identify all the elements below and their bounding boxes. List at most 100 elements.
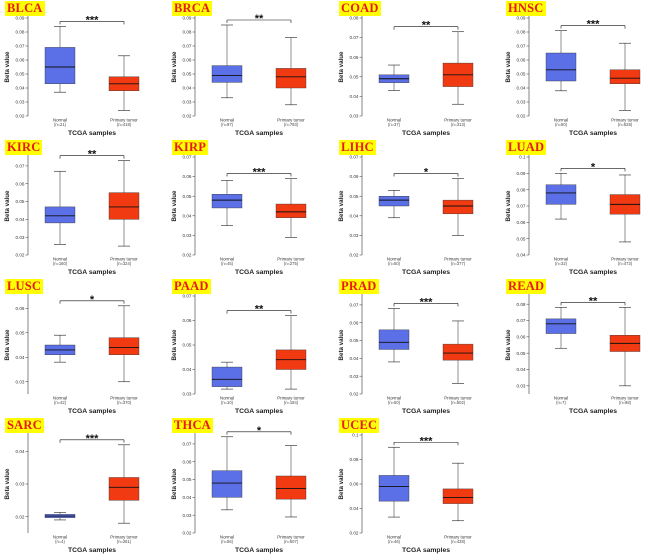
y-tick-label: 0.03 — [16, 235, 25, 240]
y-axis-label: Beta value — [338, 329, 345, 361]
sample-count-label: (n=32) — [555, 261, 568, 266]
category-label: Primary tumor — [277, 396, 305, 401]
y-tick-label: 0.06 — [350, 174, 359, 179]
y-tick-label: 0.06 — [183, 58, 192, 63]
y-axis-label: Beta value — [338, 190, 345, 222]
y-tick-label: 0.03 — [16, 482, 25, 487]
sample-count-label: (n=438) — [451, 539, 466, 544]
y-tick-label: 0.04 — [16, 449, 25, 454]
y-tick-label: 0.03 — [183, 233, 192, 238]
chart-panel-sarc: 0.02 0.03 0.04 Beta value Normal (n=4) Primary… — [0, 417, 167, 556]
box-primary-tumor — [442, 199, 474, 215]
y-tick-label: 0.04 — [183, 213, 192, 218]
significance-stars: *** — [587, 19, 601, 31]
y-tick-label: 0.08 — [350, 457, 359, 462]
y-tick-label: 0.02 — [16, 253, 25, 258]
cancer-type-label: LUAD — [506, 140, 547, 155]
significance-stars: *** — [420, 435, 434, 447]
y-tick-label: 0.02 — [183, 114, 192, 119]
y-tick-label: 0.02 — [16, 514, 25, 519]
category-label: Primary tumor — [110, 118, 138, 123]
significance-stars: ** — [422, 20, 431, 32]
y-axis-label: Beta value — [171, 51, 178, 83]
x-axis-label: TCGA samples — [68, 547, 116, 554]
category-label: Normal — [387, 118, 401, 123]
x-axis-label: TCGA samples — [235, 547, 283, 554]
sample-count-label: (n=50) — [388, 261, 401, 266]
y-tick-label: 0.05 — [517, 236, 526, 241]
sample-count-label: (n=56) — [221, 539, 234, 544]
sample-count-label: (n=313) — [451, 122, 466, 127]
y-tick-label: 0.04 — [183, 86, 192, 91]
y-tick-label: 0.05 — [517, 351, 526, 356]
category-label: Primary tumor — [110, 396, 138, 401]
chart-panel-prad: 0.02 0.03 0.04 0.05 0.06 0.07 Beta value Normal… — [334, 278, 501, 417]
significance-stars: * — [591, 161, 596, 173]
y-tick-label: 0.06 — [16, 181, 25, 186]
y-tick-label: 0.04 — [517, 253, 526, 258]
x-axis-label: TCGA samples — [68, 269, 116, 276]
box-primary-tumor — [108, 477, 140, 501]
y-tick-label: 0.04 — [350, 94, 359, 99]
x-axis-label: TCGA samples — [569, 269, 617, 276]
chart-svg: 0.02 0.03 0.04 0.05 0.06 0.07 Beta value Normal… — [4, 149, 140, 276]
category-label: Normal — [53, 118, 67, 123]
y-tick-label: 0.07 — [350, 35, 359, 40]
y-tick-label: 0.07 — [16, 44, 25, 49]
y-tick-label: 0.05 — [183, 477, 192, 482]
category-label: Normal — [220, 535, 234, 540]
y-tick-label: 0.08 — [517, 187, 526, 192]
sample-count-label: (n=793) — [284, 122, 299, 127]
cancer-type-label: BLCA — [5, 1, 45, 16]
cancer-type-label: BRCA — [172, 1, 213, 16]
sample-count-label: (n=45) — [221, 261, 234, 266]
box-normal — [545, 52, 577, 82]
sample-count-label: (n=528) — [618, 122, 633, 127]
chart-panel-read: 0.03 0.04 0.05 0.06 0.07 0.08 Beta value Normal… — [501, 278, 668, 417]
y-tick-label: 0.05 — [183, 194, 192, 199]
category-label: Primary tumor — [277, 118, 305, 123]
box-normal — [545, 318, 577, 334]
sample-count-label: (n=502) — [451, 400, 466, 405]
chart-svg: 0.03 0.04 0.05 0.06 Beta value Normal(n=42) Pr… — [4, 294, 140, 415]
y-tick-label: 0.1 — [519, 155, 526, 160]
y-tick-label: 0.07 — [350, 155, 359, 160]
chart-panel-brca: 0.02 0.03 0.04 0.05 0.06 0.07 0.08 0.09 Beta val… — [167, 0, 334, 139]
y-tick-label: 0.02 — [183, 253, 192, 258]
y-tick-label: 0.04 — [350, 356, 359, 361]
y-tick-label: 0.03 — [350, 114, 359, 119]
y-axis-label: Beta value — [4, 468, 11, 500]
y-tick-label: 0.08 — [350, 16, 359, 21]
y-axis-label: Beta value — [171, 190, 178, 222]
significance-stars: *** — [86, 14, 100, 26]
y-tick-label: 0.03 — [517, 100, 526, 105]
y-tick-label: 0.06 — [350, 55, 359, 60]
y-tick-label: 0.04 — [183, 367, 192, 372]
chart-panel-coad: 0.03 0.04 0.05 0.06 0.07 0.08 Beta value Normal… — [334, 0, 501, 139]
box-normal — [545, 184, 577, 205]
sample-count-label: (n=473) — [618, 261, 633, 266]
y-tick-label: 0.07 — [350, 303, 359, 308]
cancer-type-label: COAD — [339, 1, 381, 16]
y-tick-label: 0.07 — [183, 155, 192, 160]
box-normal — [44, 47, 76, 85]
sample-count-label: (n=4) — [55, 539, 65, 544]
y-tick-label: 0.04 — [16, 86, 25, 91]
y-tick-label: 0.06 — [517, 58, 526, 63]
box-normal — [211, 470, 243, 498]
significance-stars: * — [257, 425, 262, 437]
sample-count-label: (n=418) — [117, 122, 132, 127]
significance-stars: *** — [253, 167, 267, 179]
category-label: Normal — [53, 396, 67, 401]
sample-count-label: (n=42) — [54, 400, 67, 405]
chart-svg: 0.03 0.04 0.05 0.06 0.07 0.08 Beta value Normal… — [505, 294, 641, 415]
box-normal — [44, 206, 76, 224]
category-label: Primary tumor — [444, 257, 472, 262]
x-axis-label: TCGA samples — [235, 130, 283, 137]
y-axis-label: Beta value — [338, 468, 345, 500]
sample-count-label: (n=370) — [117, 400, 132, 405]
y-tick-label: 0.06 — [517, 334, 526, 339]
cancer-type-label: HNSC — [506, 1, 546, 16]
y-tick-label: 0.09 — [517, 16, 526, 21]
sample-count-label: (n=10) — [221, 400, 234, 405]
